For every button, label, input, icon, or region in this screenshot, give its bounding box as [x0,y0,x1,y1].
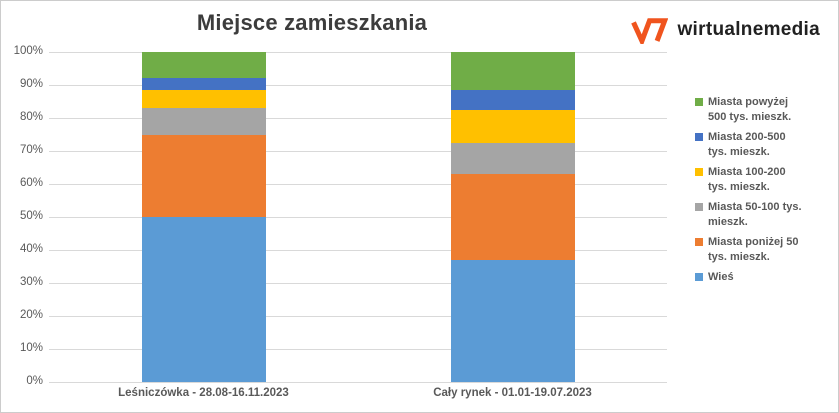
gridline-0% [49,382,667,383]
wirtualnemedia-logo-icon [631,18,669,44]
legend-item: Miasta poniżej 50 tys. mieszk. [695,235,837,265]
y-axis-tick-labels: 100% 90% 80% 70% 60% 50% 40% 30% 20% 10% 0% [1,45,43,387]
bar-segment [450,174,575,260]
wirtualnemedia-logo-text: wirtualnemedia [677,19,820,40]
chart-title: Miejsce zamieszkania [196,10,428,35]
gridline-100% [49,52,667,53]
legend-item: Miasta powyżej 500 tys. mieszk. [695,95,837,125]
plot-area [49,52,667,383]
legend-marker-icon [695,203,703,211]
legend-label: Miasta poniżej 50 tys. mieszk. [708,236,799,263]
gridline-50% [49,217,667,218]
bar-segment [141,108,266,135]
legend-label: Miasta 50-100 tys. mieszk. [708,201,802,228]
bar-segment [141,89,266,109]
bar-segment [450,259,575,382]
legend-marker-icon [695,273,703,281]
legend-item: Miasta 100-200 tys. mieszk. [695,165,837,195]
bar-segment [141,78,266,90]
legend-marker-icon [695,238,703,246]
y-tick-label: 20% [19,309,43,321]
y-tick-label: 0% [26,375,43,387]
bar-segment [141,134,266,217]
legend-label: Miasta 200-500 tys. mieszk. [708,131,786,158]
stacked-bar-2 [450,52,575,382]
x-category-label: Cały rynek - 01.01-19.07.2023 [433,387,592,399]
gridline-60% [49,184,667,185]
bar-segment [141,52,266,79]
y-tick-label: 90% [19,78,43,90]
bar-segment [450,89,575,110]
y-tick-label: 40% [19,243,43,255]
legend-item: Miasta 200-500 tys. mieszk. [695,130,837,160]
y-tick-label: 10% [19,342,43,354]
gridline-10% [49,349,667,350]
legend-label: Wieś [708,271,734,283]
x-axis-category-labels: Leśniczówka - 28.08-16.11.2023 Cały rynek… [49,387,667,403]
gridline-70% [49,151,667,152]
legend-marker-icon [695,133,703,141]
gridline-30% [49,283,667,284]
gridline-40% [49,250,667,251]
bar-segment [141,217,266,382]
legend-item: Miasta 50-100 tys. mieszk. [695,200,837,230]
y-tick-label: 100% [13,45,43,57]
x-category-label: Leśniczówka - 28.08-16.11.2023 [118,387,289,399]
legend: Miasta powyżej 500 tys. mieszk. Miasta 20… [695,95,837,290]
gridline-20% [49,316,667,317]
legend-item: Wieś [695,270,837,285]
legend-marker-icon [695,98,703,106]
legend-label: Miasta powyżej 500 tys. mieszk. [708,96,792,123]
stacked-bar-1 [141,52,266,382]
bar-segment [450,52,575,90]
bar-segment [450,142,575,175]
y-tick-label: 60% [19,177,43,189]
y-tick-label: 70% [19,144,43,156]
y-tick-label: 80% [19,111,43,123]
bar-segment [450,109,575,143]
gridline-90% [49,85,667,86]
legend-marker-icon [695,168,703,176]
legend-label: Miasta 100-200 tys. mieszk. [708,166,786,193]
wirtualnemedia-logo: wirtualnemedia [631,16,820,44]
gridline-80% [49,118,667,119]
y-tick-label: 30% [19,276,43,288]
y-tick-label: 50% [19,210,43,222]
